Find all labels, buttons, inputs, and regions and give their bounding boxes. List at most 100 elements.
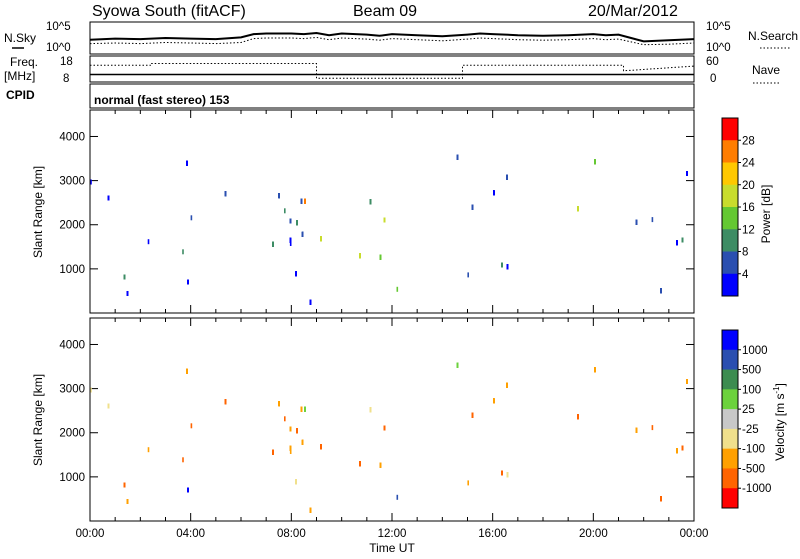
power-echo	[383, 217, 386, 223]
velocity-echo	[686, 379, 688, 384]
power-echo	[289, 241, 292, 246]
velocity-echo	[471, 412, 474, 418]
power-echo	[396, 286, 399, 292]
velocity-colorbar: 1000 500 100 25 -25 -100 -500 -1000	[721, 329, 771, 509]
velocity-echo	[501, 470, 503, 476]
nave-tick-high: 60	[706, 56, 719, 68]
velocity-echo	[296, 428, 298, 434]
power-cbar-swatch	[722, 273, 738, 297]
power-cbar-swatch	[722, 184, 738, 208]
velocity-cbar-tick-label: -100	[742, 444, 765, 456]
power-cbar-tick-label: 16	[742, 202, 755, 214]
power-echo	[224, 191, 227, 197]
power-echo	[289, 237, 292, 243]
power-echo	[379, 254, 382, 260]
x-tick-label: 20:00	[579, 528, 608, 540]
velocity-cbar-swatch	[722, 349, 738, 371]
power-echo	[493, 190, 495, 196]
nave-tick-low: 0	[710, 73, 716, 85]
velocity-echo	[681, 445, 684, 451]
power-echo	[304, 198, 306, 204]
power-echo	[186, 160, 188, 166]
power-cbar-tick-label: 8	[742, 247, 748, 259]
velocity-scatter	[90, 362, 688, 513]
power-echo	[676, 240, 678, 246]
velocity-cbar-tick-label: -500	[742, 463, 765, 475]
velocity-cbar-swatch	[722, 448, 738, 469]
power-echo	[296, 220, 298, 226]
velocity-cbar-swatch	[722, 428, 738, 450]
velocity-cbar-tick-label: -1000	[742, 483, 771, 495]
velocity-echo	[90, 387, 92, 393]
power-echo	[90, 179, 92, 185]
power-echo	[187, 279, 189, 285]
freq-panel-frame	[89, 55, 695, 83]
velocity-echo	[493, 398, 495, 404]
velocity-cbar-swatch	[722, 389, 738, 410]
power-ytick-label: 2000	[59, 220, 85, 232]
power-echo	[309, 299, 312, 305]
power-ytick-label: 1000	[59, 264, 85, 276]
velocity-echo	[635, 427, 638, 433]
velocity-cbar-swatch	[722, 409, 738, 430]
cpid-panel-frame	[89, 83, 695, 109]
power-cbar-tick-label: 28	[742, 135, 755, 147]
x-tick-label: 12:00	[378, 528, 407, 540]
velocity-echo	[320, 444, 322, 450]
x-axis-label: Time UT	[369, 541, 415, 554]
power-echo	[300, 198, 303, 204]
velocity-echo	[284, 416, 286, 422]
power-echo	[301, 231, 304, 237]
station-title: Syowa South (fitACF)	[92, 3, 246, 20]
power-scatter	[90, 154, 688, 305]
nsearch-label: N.Search	[748, 29, 798, 43]
power-echo	[190, 215, 193, 221]
velocity-ytick-label: 4000	[59, 339, 85, 351]
velocity-echo	[396, 494, 399, 500]
freq-tick-high: 18	[60, 56, 73, 68]
power-cbar-swatch	[722, 140, 738, 163]
noise-line-nsearch	[89, 36, 695, 46]
velocity-echo	[186, 368, 188, 374]
power-echo	[635, 219, 638, 225]
velocity-echo	[577, 414, 579, 420]
power-echo	[359, 253, 361, 259]
power-echo	[506, 174, 508, 180]
velocity-cbar-label: Velocity [m s-1]	[772, 383, 787, 461]
power-echo	[126, 291, 129, 296]
velocity-cbar-swatch	[722, 330, 738, 351]
velocity-echo	[651, 425, 654, 431]
velocity-ytick-label: 2000	[59, 428, 85, 440]
freq-unit: [MHz]	[4, 69, 35, 83]
freq-label: Freq.	[10, 55, 38, 69]
velocity-echo	[289, 449, 292, 454]
nave-line	[90, 63, 695, 79]
nsearch-tick-high: 10^5	[706, 21, 731, 33]
velocity-echo	[278, 401, 280, 407]
date-title: 20/Mar/2012	[588, 3, 678, 20]
velocity-cbar-tick-label: -25	[742, 424, 759, 436]
power-echo	[456, 154, 459, 160]
velocity-echo	[379, 462, 382, 468]
power-cbar-swatch	[722, 207, 738, 230]
x-tick-label: 08:00	[277, 528, 306, 540]
velocity-echo	[295, 479, 297, 485]
velocity-echo	[107, 403, 110, 409]
velocity-echo	[506, 382, 508, 388]
noise-panel-frame	[89, 21, 695, 55]
velocity-echo	[594, 367, 596, 373]
velocity-echo	[123, 482, 126, 488]
power-echo	[471, 204, 474, 210]
velocity-echo	[359, 461, 361, 467]
velocity-echo	[126, 499, 129, 504]
power-cbar-swatch	[722, 118, 738, 141]
velocity-echo	[506, 472, 509, 478]
power-echo	[651, 217, 654, 223]
power-cbar-tick-label: 24	[742, 158, 755, 170]
power-echo	[272, 241, 274, 247]
velocity-echo	[224, 399, 227, 405]
velocity-echo	[289, 445, 292, 451]
velocity-echo	[383, 425, 386, 431]
velocity-echo	[467, 480, 469, 486]
